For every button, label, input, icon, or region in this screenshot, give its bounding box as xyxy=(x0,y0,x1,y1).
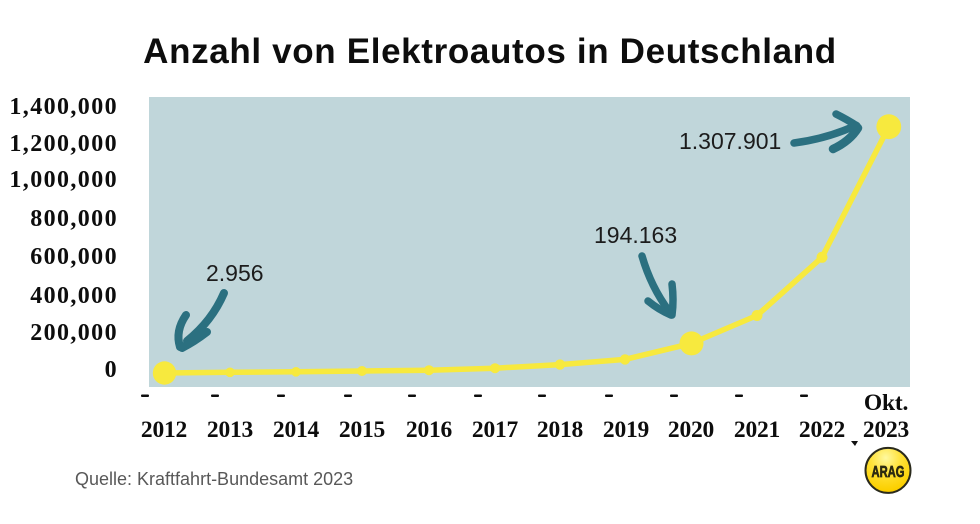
svg-text:ARAG: ARAG xyxy=(872,464,905,481)
